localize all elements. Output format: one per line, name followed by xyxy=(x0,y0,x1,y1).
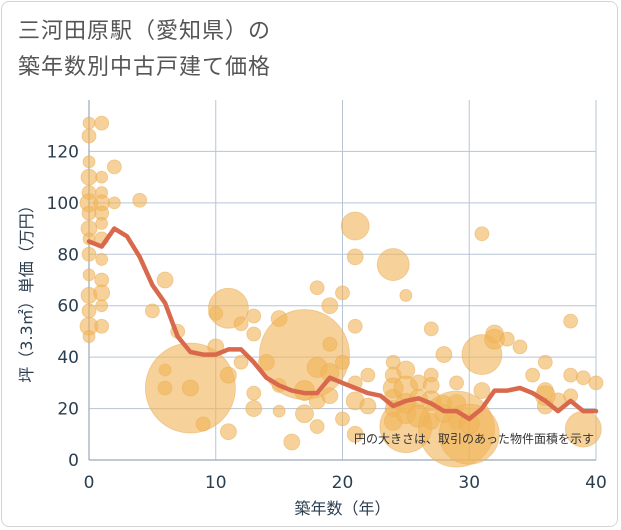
bubble-point xyxy=(246,385,262,401)
bubble-point xyxy=(335,411,350,427)
bubble-point xyxy=(132,192,148,208)
bubble-point xyxy=(346,425,364,443)
y-tick-label: 80 xyxy=(57,245,79,265)
x-tick-label: 0 xyxy=(84,473,95,493)
bubble-point xyxy=(335,285,350,301)
bubble-point xyxy=(458,413,480,435)
x-axis-title: 築年数（年） xyxy=(294,499,390,518)
bubble-point xyxy=(525,367,541,383)
bubble-point xyxy=(360,367,376,383)
bubble-point xyxy=(563,313,579,329)
y-tick-label: 40 xyxy=(57,348,79,368)
bubble-point xyxy=(449,375,464,391)
bubble-point xyxy=(94,115,110,131)
bubble-point xyxy=(473,382,491,399)
bubble-point xyxy=(246,308,262,324)
bubble-point xyxy=(340,211,370,241)
bubble-point xyxy=(233,316,249,332)
bubble-point xyxy=(82,116,96,130)
bubble-point xyxy=(335,354,350,370)
bubble-point xyxy=(359,397,377,415)
bubble-point xyxy=(82,330,96,343)
bubble-point xyxy=(272,404,286,418)
bubble-point xyxy=(245,400,263,417)
bubble-point xyxy=(195,416,211,432)
bubble-point xyxy=(81,246,97,262)
bubble-point xyxy=(399,289,413,302)
x-tick-label: 20 xyxy=(332,473,354,493)
bubble-point xyxy=(80,168,98,186)
x-tick-label: 40 xyxy=(585,473,607,493)
bubble-point xyxy=(309,280,325,296)
average-price-line xyxy=(86,226,599,422)
bubble-point xyxy=(81,205,97,221)
bubble-point xyxy=(220,423,237,441)
bubble-point xyxy=(95,170,109,184)
bubble-point xyxy=(107,196,121,210)
bubble-point xyxy=(93,284,111,302)
bubble-point xyxy=(220,366,237,384)
chart-title: 三河田原駅（愛知県）の 築年数別中古戸建て価格 xyxy=(18,19,272,80)
y-tick-label: 60 xyxy=(57,297,79,317)
x-tick-label: 10 xyxy=(205,473,227,493)
bubble-point xyxy=(512,339,528,355)
bubble-point xyxy=(321,297,339,315)
bubble-point xyxy=(474,226,490,242)
y-axis-title: 坪（3.3㎡）単価（万円） xyxy=(17,197,36,382)
bubble-point xyxy=(320,363,340,382)
bubble-point xyxy=(347,318,363,334)
bubble-point xyxy=(346,248,364,266)
bubble-point xyxy=(322,336,338,352)
bubble-point xyxy=(246,326,262,342)
bubble-point xyxy=(82,155,96,169)
bubble-point xyxy=(233,354,249,370)
bubble-point xyxy=(81,303,97,319)
bubble-point xyxy=(283,433,301,451)
x-tick-label: 30 xyxy=(458,473,480,493)
y-tick-label: 0 xyxy=(68,451,79,471)
bubble-point xyxy=(537,354,553,370)
bubble-point xyxy=(144,303,160,319)
bubble-point xyxy=(309,419,325,434)
bubble-point xyxy=(95,217,109,230)
bubble-size-note: 円の大きさは、取引のあった物件面積を示す xyxy=(354,431,594,446)
y-tick-label: 20 xyxy=(57,400,79,420)
bubble-point xyxy=(81,128,97,144)
bubble-point xyxy=(575,370,591,386)
bubble-point xyxy=(181,379,199,397)
y-tick-label: 120 xyxy=(47,142,79,162)
bubble-point xyxy=(82,268,96,282)
bubble-point xyxy=(295,404,314,424)
bubble-point xyxy=(588,375,604,391)
bubble-point xyxy=(376,248,410,281)
bubble-point xyxy=(95,253,109,266)
bubble-point xyxy=(95,299,109,313)
bubble-point xyxy=(106,159,122,175)
bubble-point xyxy=(563,367,579,383)
bubble-point xyxy=(156,271,174,289)
y-tick-label: 100 xyxy=(47,194,79,214)
bubble-point xyxy=(321,387,339,405)
bubble-point xyxy=(499,331,515,347)
bubble-point xyxy=(423,321,439,337)
bubble-point xyxy=(435,346,453,363)
bubble-point xyxy=(94,318,110,334)
